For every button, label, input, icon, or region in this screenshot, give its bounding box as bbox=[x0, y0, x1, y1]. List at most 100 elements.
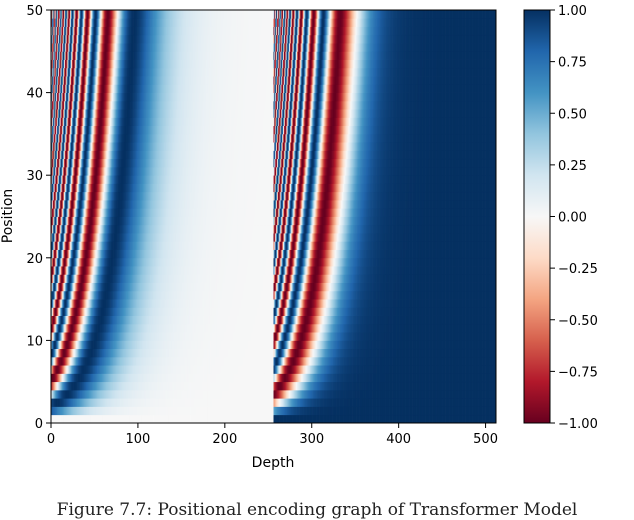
heatmap-cell bbox=[316, 381, 319, 391]
heatmap-cell bbox=[177, 414, 180, 424]
heatmap-cell bbox=[105, 398, 107, 407]
heatmap-cell bbox=[245, 406, 247, 416]
heatmap-cell bbox=[142, 389, 144, 399]
heatmap-cell bbox=[202, 381, 204, 391]
heatmap-cell bbox=[283, 414, 285, 424]
heatmap-cell bbox=[323, 414, 325, 424]
heatmap-cell bbox=[461, 389, 463, 399]
heatmap-cell bbox=[339, 414, 341, 424]
heatmap-cell bbox=[476, 398, 479, 407]
heatmap-cell bbox=[277, 406, 280, 416]
heatmap-cell bbox=[453, 389, 455, 399]
heatmap-cell bbox=[196, 406, 198, 416]
heatmap-cell bbox=[63, 381, 65, 391]
heatmap-cell bbox=[200, 389, 202, 399]
heatmap-cell bbox=[378, 389, 380, 399]
heatmap-cell bbox=[74, 414, 76, 424]
heatmap-cell bbox=[107, 406, 109, 416]
heatmap-cell bbox=[289, 406, 291, 416]
heatmap-cell bbox=[427, 406, 429, 416]
heatmap-cell bbox=[454, 406, 456, 416]
heatmap-cell bbox=[377, 381, 380, 391]
heatmap-cell bbox=[53, 406, 55, 416]
heatmap-cell bbox=[377, 398, 380, 407]
heatmap-cell bbox=[130, 406, 132, 416]
heatmap-cell bbox=[329, 381, 331, 391]
heatmap-cell bbox=[87, 414, 89, 424]
heatmap-cell bbox=[303, 381, 306, 391]
heatmap-cell bbox=[148, 389, 150, 399]
heatmap-cell bbox=[357, 381, 360, 391]
heatmap-cell bbox=[66, 381, 68, 391]
heatmap-cell bbox=[51, 381, 54, 391]
heatmap-cell bbox=[85, 398, 87, 407]
heatmap-cell bbox=[403, 414, 405, 424]
heatmap-cell bbox=[356, 381, 359, 391]
heatmap-cell bbox=[346, 381, 348, 391]
heatmap-cell bbox=[283, 381, 286, 391]
heatmap-cell bbox=[286, 389, 288, 399]
heatmap-cell bbox=[468, 406, 470, 416]
heatmap-cell bbox=[132, 389, 134, 399]
heatmap-cell bbox=[104, 414, 106, 424]
heatmap-cell bbox=[296, 414, 299, 424]
heatmap-cell bbox=[70, 389, 73, 399]
heatmap-cell bbox=[79, 381, 81, 391]
heatmap-cell bbox=[264, 414, 267, 424]
heatmap-cell bbox=[346, 398, 348, 407]
heatmap-cell bbox=[160, 398, 162, 407]
heatmap-cell bbox=[243, 389, 246, 399]
heatmap-cell bbox=[72, 398, 74, 407]
heatmap-cell bbox=[441, 414, 443, 424]
heatmap-cell bbox=[106, 414, 108, 424]
heatmap-cell bbox=[356, 389, 358, 399]
heatmap-cell bbox=[136, 414, 138, 424]
heatmap-cell bbox=[275, 398, 277, 407]
heatmap-cell bbox=[481, 389, 483, 399]
heatmap-cell bbox=[462, 381, 464, 391]
heatmap-cell bbox=[309, 406, 311, 416]
heatmap-cell bbox=[248, 381, 250, 391]
heatmap-cell bbox=[448, 381, 450, 391]
heatmap-cell bbox=[417, 406, 419, 416]
heatmap-cell bbox=[266, 398, 268, 407]
heatmap-cell bbox=[125, 381, 127, 391]
heatmap-cell bbox=[416, 381, 418, 391]
heatmap-cell bbox=[81, 414, 83, 424]
heatmap-cell bbox=[145, 389, 147, 399]
heatmap-cell bbox=[481, 398, 483, 407]
heatmap-cell bbox=[458, 389, 460, 399]
heatmap-cell bbox=[125, 398, 127, 407]
heatmap-cell bbox=[443, 406, 446, 416]
heatmap-cell bbox=[227, 414, 229, 424]
heatmap-cell bbox=[127, 381, 129, 391]
heatmap-cell bbox=[259, 414, 261, 424]
heatmap-cell bbox=[308, 398, 310, 407]
heatmap-cell bbox=[190, 414, 192, 424]
heatmap-cell bbox=[134, 389, 136, 399]
heatmap-cell bbox=[239, 389, 241, 399]
heatmap-cell bbox=[336, 389, 339, 399]
heatmap-cell bbox=[109, 398, 111, 407]
heatmap-cell bbox=[443, 389, 446, 399]
heatmap-cell bbox=[210, 398, 213, 407]
heatmap-cell bbox=[230, 406, 232, 416]
heatmap-cell bbox=[348, 398, 350, 407]
heatmap-cell bbox=[64, 398, 67, 407]
heatmap-cell bbox=[263, 381, 265, 391]
heatmap-cell bbox=[252, 381, 254, 391]
heatmap-cell bbox=[132, 398, 134, 407]
heatmap-cell bbox=[412, 389, 414, 399]
heatmap-cell bbox=[441, 381, 443, 391]
heatmap-cell bbox=[209, 389, 211, 399]
heatmap-cell bbox=[209, 406, 211, 416]
heatmap-cell bbox=[210, 406, 213, 416]
heatmap-cell bbox=[117, 406, 119, 416]
heatmap-cell bbox=[173, 406, 175, 416]
heatmap-cell bbox=[63, 414, 65, 424]
heatmap-cell bbox=[136, 389, 138, 399]
heatmap-cell bbox=[460, 414, 462, 424]
heatmap-cell bbox=[202, 406, 204, 416]
heatmap-cell bbox=[294, 406, 296, 416]
heatmap-cell bbox=[162, 414, 164, 424]
